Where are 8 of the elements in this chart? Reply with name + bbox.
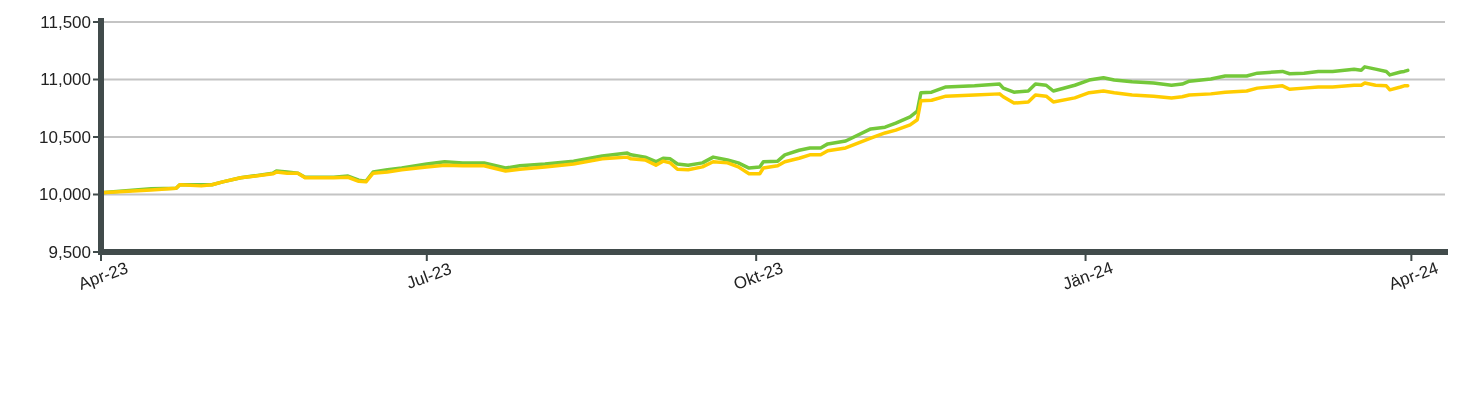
x-tick-label: Apr-24 (1386, 258, 1441, 294)
y-tick-label: 10,000 (39, 185, 91, 205)
y-tick-label: 11,500 (40, 12, 91, 32)
y-tick-label: 10,500 (39, 127, 91, 147)
y-tick-label: 11,000 (40, 70, 91, 90)
x-tick-label: Jul-23 (403, 259, 454, 293)
x-tick-label: Okt-23 (731, 258, 786, 294)
x-tick-label: Jän-24 (1060, 258, 1116, 294)
